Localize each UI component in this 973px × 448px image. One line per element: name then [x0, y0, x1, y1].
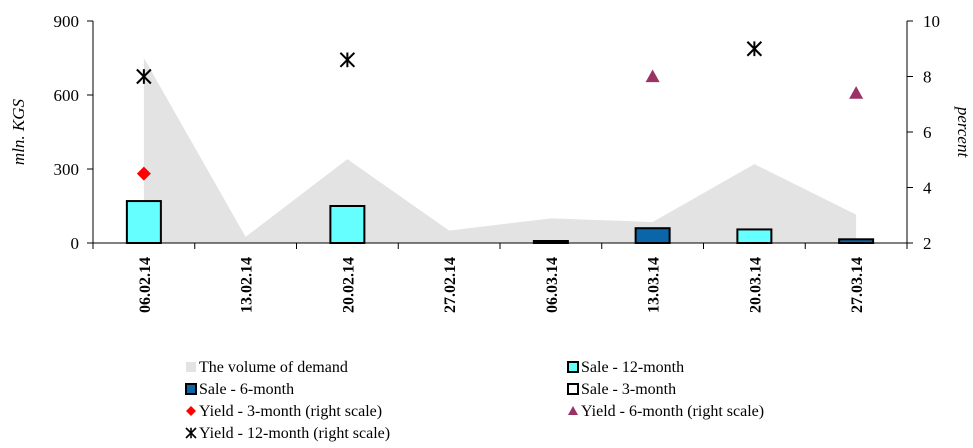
legend-swatch: [186, 362, 196, 372]
left-tick-label-600: 600: [54, 86, 80, 105]
left-tick-label-0: 0: [71, 234, 80, 253]
legend-label: Sale - 6-month: [199, 381, 294, 398]
bar-sale-12-month-20.03.14: [736, 228, 773, 245]
legend-item-yield-12-month-right-scale: Yield - 12-month (right scale): [185, 425, 390, 442]
right-tick-label-4: 4: [923, 179, 932, 198]
legend-item-sale-6-month: Sale - 6-month: [185, 381, 294, 398]
x-tick-label-13.02.14: 13.02.14: [239, 257, 256, 313]
right-tick-label-8: 8: [923, 68, 932, 87]
point-yield-12-month-right-scale-20.03.14: [746, 41, 763, 57]
legend-item-sale-3-month: Sale - 3-month: [567, 381, 676, 398]
point-yield-6-month-right-scale-13.03.14: [645, 69, 660, 83]
x-tick-label-13.03.14: 13.03.14: [646, 257, 663, 313]
legend-item-yield-3-month-right-scale: Yield - 3-month (right scale): [186, 403, 382, 420]
x-tick-label-06.03.14: 06.03.14: [544, 257, 561, 313]
legend-label: Sale - 12-month: [581, 359, 684, 376]
legend-swatch: [185, 427, 197, 439]
x-tick-label-06.02.14: 06.02.14: [137, 257, 154, 313]
legend-swatch: [185, 383, 197, 395]
axes: 0 300 600 900 2 4 6 8 10 06.02.14 13.02.14 20.02.14…: [54, 12, 941, 313]
legend-swatch: [567, 361, 579, 373]
point-yield-6-month-right-scale-27.03.14: [849, 86, 864, 99]
x-tick-label-27.03.14: 27.03.14: [849, 257, 866, 313]
bar-sale-6-month-13.03.14: [634, 227, 671, 244]
x-tick-label-27.02.14: 27.02.14: [442, 257, 459, 313]
bar-sale-6-month-27.03.14: [838, 238, 875, 245]
left-tick-label-900: 900: [54, 12, 80, 31]
right-axis-title: percent: [954, 106, 973, 159]
legend-item-yield-6-month-right-scale: Yield - 6-month (right scale): [568, 403, 764, 420]
right-tick-label-2: 2: [923, 234, 932, 253]
legend-item-sale-12-month: Sale - 12-month: [567, 359, 684, 376]
legend-label: Yield - 6-month (right scale): [581, 403, 764, 420]
legend-swatch: [567, 383, 579, 395]
point-yield-3-month-right-scale-06.02.14: [136, 166, 151, 181]
bar-sale-12-month-20.02.14: [329, 205, 366, 244]
x-tick-label-20.02.14: 20.02.14: [340, 257, 357, 313]
legend: The volume of demand Sale - 12-month Sale …: [185, 359, 764, 442]
legend-swatch: [186, 406, 196, 416]
bar-sale-12-month-06.02.14: [125, 200, 162, 244]
legend-label: Yield - 12-month (right scale): [199, 425, 390, 442]
legend-item-the-volume-of-demand: The volume of demand: [186, 359, 348, 376]
x-tick-label-20.03.14: 20.03.14: [747, 257, 764, 313]
point-yield-12-month-right-scale-06.02.14: [136, 68, 152, 85]
right-tick-label-6: 6: [923, 123, 932, 142]
left-tick-label-300: 300: [54, 160, 80, 179]
left-axis-title: mln. KGS: [9, 98, 28, 165]
right-tick-label-10: 10: [923, 12, 940, 31]
area-volume-of-demand: [143, 58, 857, 243]
point-yield-12-month-right-scale-20.02.14: [339, 52, 356, 68]
plot-area: [125, 41, 875, 245]
legend-label: The volume of demand: [199, 359, 348, 376]
legend-label: Yield - 3-month (right scale): [199, 403, 382, 420]
legend-label: Sale - 3-month: [581, 381, 676, 398]
legend-swatch: [568, 406, 578, 415]
